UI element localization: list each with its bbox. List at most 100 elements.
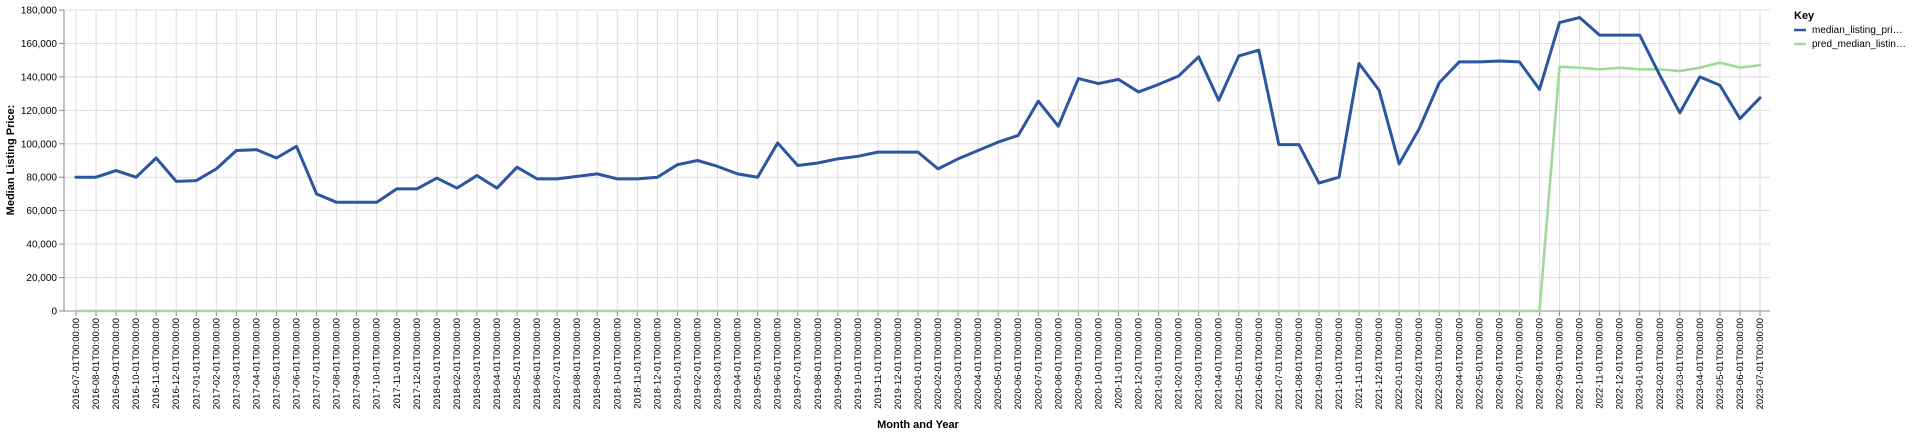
x-axis-label: Month and Year [877, 419, 959, 431]
x-tick-label: 2022-05-01T00:00:00 [1474, 318, 1485, 409]
x-tick-label: 2020-04-01T00:00:00 [973, 318, 984, 409]
x-tick-label: 2016-12-01T00:00:00 [171, 318, 182, 409]
x-tick-label: 2021-05-01T00:00:00 [1234, 318, 1245, 409]
x-tick-label: 2020-02-01T00:00:00 [933, 318, 944, 409]
legend-items: median_listing_pri… pred_median_listin… [1794, 25, 1906, 50]
x-tick-label: 2023-01-01T00:00:00 [1635, 318, 1646, 409]
x-tick-label: 2018-01-01T00:00:00 [432, 318, 443, 409]
x-tick-label: 2022-06-01T00:00:00 [1494, 318, 1505, 409]
x-tick-label: 2019-10-01T00:00:00 [853, 318, 864, 409]
x-tick-label: 2017-07-01T00:00:00 [312, 318, 323, 409]
x-tick-label: 2016-11-01T00:00:00 [151, 318, 162, 409]
x-tick-label: 2019-11-01T00:00:00 [873, 318, 884, 409]
x-tick-label: 2018-12-01T00:00:00 [652, 318, 663, 409]
x-tick-label: 2017-04-01T00:00:00 [251, 318, 262, 409]
series-lines [74, 16, 1762, 313]
x-tick-label: 2021-04-01T00:00:00 [1214, 318, 1225, 409]
x-tick-label: 2020-06-01T00:00:00 [1013, 318, 1024, 409]
x-tick-label: 2016-08-01T00:00:00 [91, 318, 102, 409]
x-tick-label: 2022-10-01T00:00:00 [1575, 318, 1586, 409]
x-tick-label: 2022-08-01T00:00:00 [1534, 318, 1545, 409]
x-tick-label: 2017-05-01T00:00:00 [271, 318, 282, 409]
series-line-median-listing-price [74, 16, 1762, 204]
y-tick-label: 180,000 [21, 6, 58, 17]
x-tick-label: 2021-12-01T00:00:00 [1374, 318, 1385, 409]
x-tick-label: 2020-05-01T00:00:00 [993, 318, 1004, 409]
x-tick-label: 2020-09-01T00:00:00 [1073, 318, 1084, 409]
y-tick-label: 20,000 [26, 273, 57, 284]
x-tick-label: 2019-01-01T00:00:00 [672, 318, 683, 409]
x-tick-label: 2022-02-01T00:00:00 [1414, 318, 1425, 409]
x-tick-label: 2021-11-01T00:00:00 [1354, 318, 1365, 409]
x-tick-label: 2023-04-01T00:00:00 [1695, 318, 1706, 409]
legend: Key median_listing_pri… pred_median_listi… [1794, 10, 1906, 50]
x-tick-label: 2022-07-01T00:00:00 [1514, 318, 1525, 409]
x-tick-label: 2023-02-01T00:00:00 [1655, 318, 1666, 409]
x-tick-label: 2022-12-01T00:00:00 [1615, 318, 1626, 409]
x-tick-label: 2017-03-01T00:00:00 [231, 318, 242, 409]
x-tick-label: 2019-09-01T00:00:00 [833, 318, 844, 409]
x-tick-label: 2018-09-01T00:00:00 [592, 318, 603, 409]
x-tick-label: 2023-06-01T00:00:00 [1735, 318, 1746, 409]
y-tick-label: 40,000 [26, 240, 57, 251]
y-tick-label: 0 [51, 307, 57, 318]
x-tick-label: 2021-01-01T00:00:00 [1154, 318, 1165, 409]
x-tick-label: 2020-07-01T00:00:00 [1033, 318, 1044, 409]
y-tick-label: 60,000 [26, 206, 57, 217]
x-tick-label: 2020-01-01T00:00:00 [913, 318, 924, 409]
y-axis-label: Median Listing Price: [5, 105, 17, 216]
x-tick-label: 2021-10-01T00:00:00 [1334, 318, 1345, 409]
x-tick-label: 2018-05-01T00:00:00 [512, 318, 523, 409]
x-tick-label: 2020-11-01T00:00:00 [1113, 318, 1124, 409]
x-tick-label: 2018-10-01T00:00:00 [612, 318, 623, 409]
x-tick-label: 2019-03-01T00:00:00 [713, 318, 724, 409]
x-tick-label: 2018-03-01T00:00:00 [472, 318, 483, 409]
x-tick-label: 2019-04-01T00:00:00 [733, 318, 744, 409]
x-tick-label: 2020-10-01T00:00:00 [1093, 318, 1104, 409]
x-tick-label: 2023-07-01T00:00:00 [1755, 318, 1766, 409]
x-tick-label: 2021-06-01T00:00:00 [1254, 318, 1265, 409]
x-tick-label: 2017-11-01T00:00:00 [392, 318, 403, 409]
x-tick-label: 2019-12-01T00:00:00 [893, 318, 904, 409]
x-tick-label: 2018-08-01T00:00:00 [572, 318, 583, 409]
x-tick-label: 2017-01-01T00:00:00 [191, 318, 202, 409]
x-tick-label: 2017-09-01T00:00:00 [352, 318, 363, 409]
x-tick-label: 2017-10-01T00:00:00 [372, 318, 383, 409]
x-tick-label: 2022-01-01T00:00:00 [1394, 318, 1405, 409]
x-tick-label: 2016-10-01T00:00:00 [131, 318, 142, 409]
x-tick-label: 2019-07-01T00:00:00 [793, 318, 804, 409]
legend-title: Key [1794, 10, 1815, 22]
x-tick-label: 2021-07-01T00:00:00 [1274, 318, 1285, 409]
x-tick-label: 2022-11-01T00:00:00 [1595, 318, 1606, 409]
x-tick-label: 2020-03-01T00:00:00 [953, 318, 964, 409]
x-tick-label: 2018-02-01T00:00:00 [452, 318, 463, 409]
x-tick-label: 2021-03-01T00:00:00 [1194, 318, 1205, 409]
legend-label: median_listing_pri… [1812, 25, 1903, 36]
x-tick-label: 2017-02-01T00:00:00 [211, 318, 222, 409]
x-tick-label: 2023-03-01T00:00:00 [1675, 318, 1686, 409]
x-tick-label: 2018-06-01T00:00:00 [532, 318, 543, 409]
y-tick-label: 120,000 [21, 106, 58, 117]
x-tick-label: 2021-08-01T00:00:00 [1294, 318, 1305, 409]
x-tick-label: 2017-06-01T00:00:00 [292, 318, 303, 409]
y-tick-label: 100,000 [21, 139, 58, 150]
x-tick-label: 2020-08-01T00:00:00 [1053, 318, 1064, 409]
x-tick-label: 2018-07-01T00:00:00 [552, 318, 563, 409]
y-tick-label: 160,000 [21, 39, 58, 50]
x-tick-label: 2018-11-01T00:00:00 [632, 318, 643, 409]
x-tick-label: 2018-04-01T00:00:00 [492, 318, 503, 409]
x-tick-label: 2022-09-01T00:00:00 [1555, 318, 1566, 409]
x-tick-label: 2023-05-01T00:00:00 [1715, 318, 1726, 409]
series-line-pred-median-listing-price [74, 61, 1762, 313]
x-tick-label: 2020-12-01T00:00:00 [1134, 318, 1145, 409]
x-tick-label: 2019-06-01T00:00:00 [773, 318, 784, 409]
x-tick-label: 2019-05-01T00:00:00 [753, 318, 764, 409]
x-tick-label: 2016-07-01T00:00:00 [71, 318, 82, 409]
grid-lines [64, 9, 1770, 312]
y-tick-label: 140,000 [21, 72, 58, 83]
x-tick-label: 2022-04-01T00:00:00 [1454, 318, 1465, 409]
x-tick-label: 2017-12-01T00:00:00 [412, 318, 423, 409]
axes: 0 20,000 40,000 60,000 80,000 100,000 120,000 1… [21, 6, 1770, 409]
x-tick-label: 2017-08-01T00:00:00 [332, 318, 343, 409]
